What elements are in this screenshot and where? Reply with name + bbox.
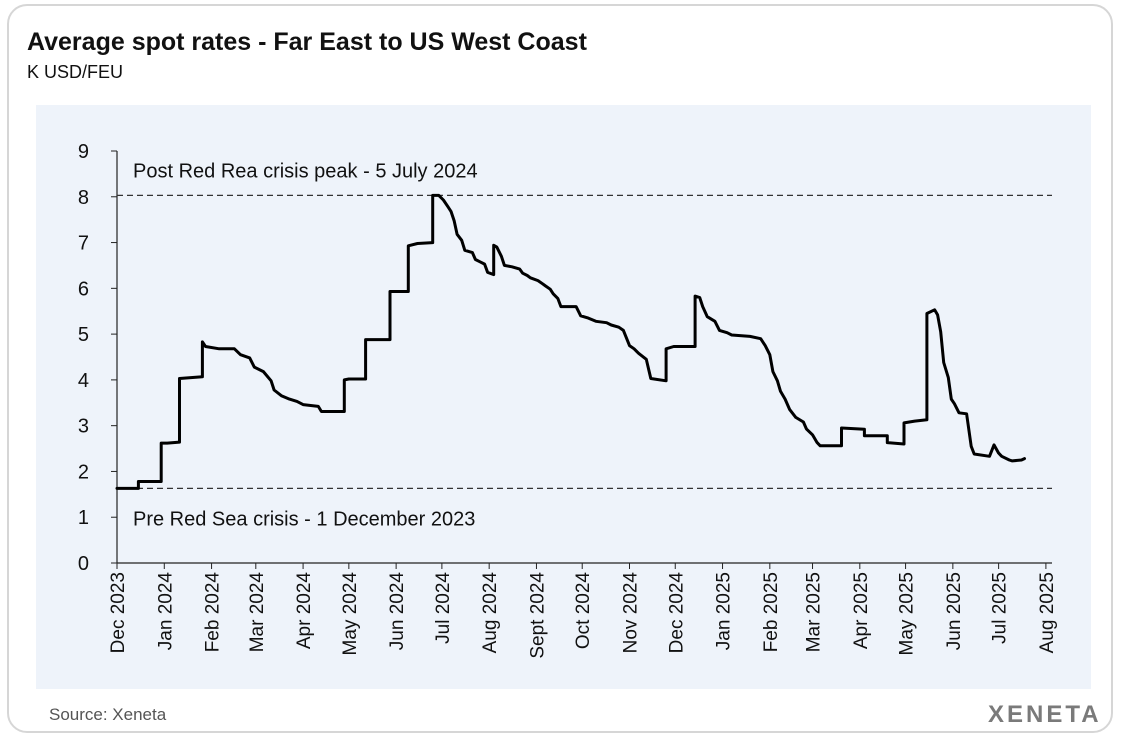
x-tick-label: May 2024: [340, 572, 361, 656]
x-tick-label: Apr 2025: [851, 572, 872, 649]
x-tick-label: Apr 2024: [294, 572, 315, 650]
y-tick-label: 7: [78, 233, 89, 255]
y-tick-label: 0: [78, 553, 89, 575]
y-tick-label: 9: [78, 141, 89, 163]
y-tick-label: 2: [78, 461, 89, 483]
xeneta-logo: XENETA: [988, 701, 1102, 728]
chart-title: Average spot rates - Far East to US West…: [27, 28, 587, 56]
x-tick-label: May 2025: [897, 572, 918, 655]
x-tick-label: Jan 2025: [714, 572, 735, 650]
reference-line-label: Pre Red Sea crisis - 1 December 2023: [133, 508, 475, 530]
x-tick-label: Jun 2024: [387, 572, 408, 651]
x-tick-label: Oct 2024: [573, 572, 594, 650]
x-tick-label: Jul 2024: [433, 572, 454, 644]
y-tick-label: 6: [78, 278, 89, 300]
y-tick-label: 5: [78, 324, 89, 346]
y-tick-label: 3: [78, 416, 89, 438]
y-tick-label: 4: [78, 370, 89, 392]
x-tick-label: Dec 2024: [666, 572, 687, 654]
x-tick-label: Feb 2024: [203, 572, 224, 653]
chart-subtitle: K USD/FEU: [27, 62, 124, 82]
source-note: Source: Xeneta: [49, 705, 167, 724]
plot-background: [36, 105, 1091, 689]
y-tick-label: 1: [78, 507, 89, 529]
x-tick-label: Sept 2024: [527, 572, 548, 659]
x-tick-label: Aug 2024: [480, 572, 501, 654]
x-tick-label: Mar 2024: [247, 572, 268, 653]
reference-line-label: Post Red Rea crisis peak - 5 July 2024: [133, 160, 478, 182]
x-tick-label: Jan 2024: [155, 572, 176, 651]
x-tick-label: Dec 2023: [108, 572, 129, 653]
x-tick-label: Jun 2025: [944, 572, 965, 650]
series-line: [115, 193, 1026, 490]
x-tick-label: Nov 2024: [620, 572, 641, 654]
x-tick-label: Mar 2025: [804, 572, 825, 652]
y-tick-label: 8: [78, 187, 89, 209]
x-tick-label: Aug 2025: [1037, 572, 1058, 653]
x-tick-label: Jul 2025: [990, 572, 1011, 644]
x-tick-label: Feb 2025: [761, 572, 782, 652]
